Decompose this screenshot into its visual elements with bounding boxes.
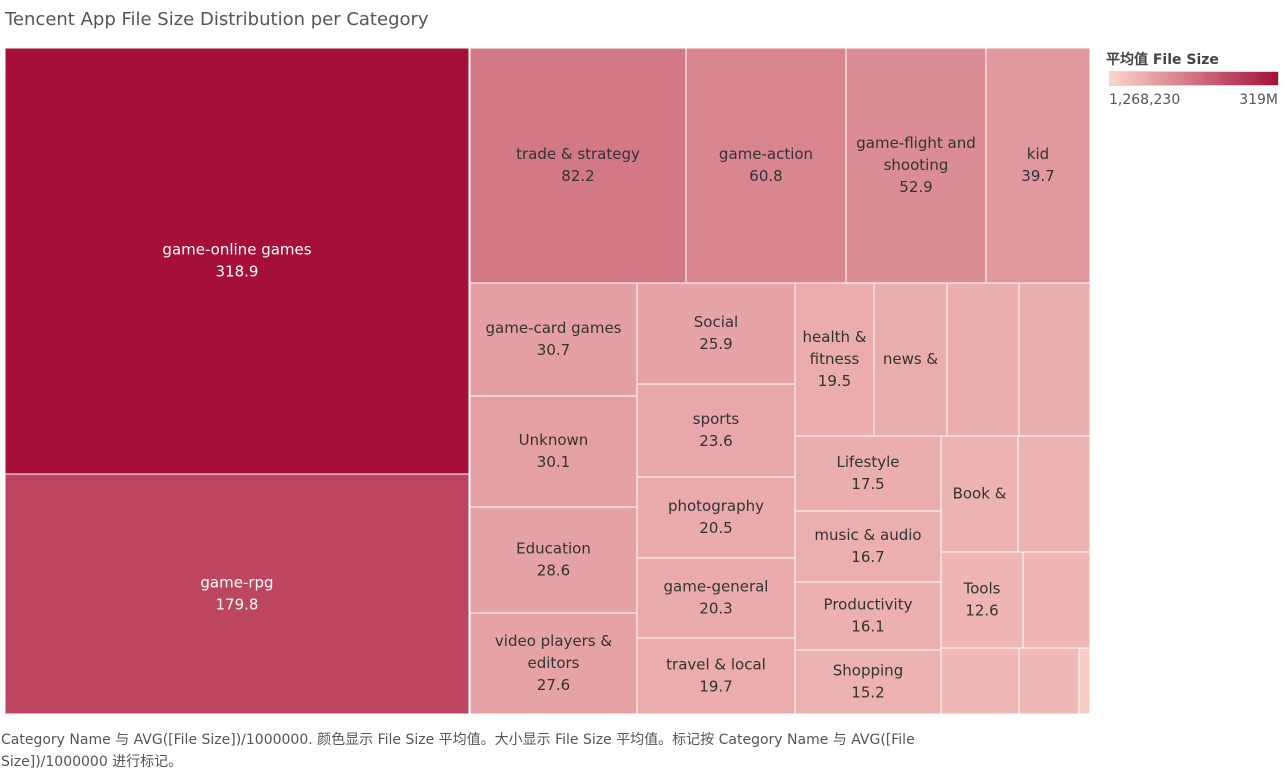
- treemap-tile-label-game-card-games: game-card games: [486, 319, 622, 337]
- treemap-tile-game-rpg[interactable]: [4, 473, 470, 715]
- treemap-tile-label-game-flight-and-shooting: game-flight and: [856, 134, 975, 152]
- treemap-tile-value-tools: 12.6: [965, 602, 998, 620]
- treemap-tile-book[interactable]: [940, 435, 1019, 553]
- treemap-tile-value-game-general: 20.3: [699, 600, 732, 618]
- treemap-tile-game-card-games[interactable]: [469, 282, 638, 397]
- treemap-tile-value-productivity: 16.1: [851, 618, 884, 636]
- treemap-tile-music-audio[interactable]: [794, 510, 942, 583]
- treemap-tile-value-education: 28.6: [537, 562, 570, 580]
- treemap-tile-unlabeled-28[interactable]: [1018, 647, 1080, 715]
- treemap-tile-lifestyle[interactable]: [794, 435, 942, 512]
- treemap-tile-value-lifestyle: 17.5: [851, 475, 884, 493]
- treemap-tile-game-general[interactable]: [636, 557, 796, 639]
- treemap-tile-label-social: Social: [694, 313, 738, 331]
- treemap-tile-trade-strategy[interactable]: [469, 47, 687, 284]
- treemap-tile-news[interactable]: [873, 282, 948, 437]
- treemap-tile-value-unknown: 30.1: [537, 453, 570, 471]
- treemap-tile-unlabeled-29[interactable]: [1078, 647, 1091, 715]
- chart-title: Tencent App File Size Distribution per C…: [5, 9, 429, 30]
- treemap-tile-label-tools: Tools: [963, 580, 1001, 598]
- treemap-tile-unknown[interactable]: [469, 395, 638, 508]
- treemap-tile-value-photography: 20.5: [699, 519, 732, 537]
- treemap-tile-social[interactable]: [636, 282, 796, 385]
- treemap-tile-label-photography: photography: [668, 497, 764, 515]
- treemap-tile-game-online-games[interactable]: [4, 47, 470, 475]
- treemap-tile-unlabeled-24[interactable]: [1017, 435, 1091, 553]
- treemap-tile-travel-local[interactable]: [636, 637, 796, 715]
- treemap-tile-sports[interactable]: [636, 383, 796, 478]
- treemap-tile-label-game-online-games: game-online games: [162, 241, 311, 259]
- treemap-tile-label-news: news &: [883, 350, 939, 368]
- treemap-tile-label-game-general: game-general: [664, 578, 769, 596]
- legend-title: 平均值 File Size: [1106, 52, 1219, 68]
- treemap-tile-value-game-rpg: 179.8: [216, 596, 259, 614]
- treemap-tile-unlabeled-27[interactable]: [940, 647, 1020, 715]
- treemap-tile-label-sports: sports: [693, 410, 740, 428]
- treemap-tile-productivity[interactable]: [794, 581, 942, 651]
- treemap-tile-value-game-action: 60.8: [749, 167, 782, 185]
- legend-max-label: 319M: [1239, 92, 1278, 108]
- treemap-tile-value-travel-local: 19.7: [699, 678, 732, 696]
- treemap-tile-value-music-audio: 16.7: [851, 548, 884, 566]
- treemap-tile-photography[interactable]: [636, 476, 796, 559]
- treemap-tile-unlabeled-26[interactable]: [1022, 551, 1091, 649]
- treemap-tile-label-shopping: Shopping: [833, 662, 903, 680]
- legend-min-label: 1,268,230: [1109, 92, 1181, 108]
- treemap-tile-value-trade-strategy: 82.2: [561, 167, 594, 185]
- treemap-tile-label-video-players-editors: video players &: [495, 632, 612, 650]
- treemap-tile-label-video-players-editors: editors: [528, 654, 580, 672]
- treemap-tile-value-game-card-games: 30.7: [537, 341, 570, 359]
- treemap-tile-video-players-editors[interactable]: [469, 612, 638, 715]
- treemap-tile-value-game-flight-and-shooting: 52.9: [899, 178, 932, 196]
- treemap-tile-label-music-audio: music & audio: [814, 526, 921, 544]
- treemap-tile-kid[interactable]: [985, 47, 1091, 284]
- treemap-tile-value-health-fitness: 19.5: [818, 372, 851, 390]
- treemap-tile-value-game-online-games: 318.9: [216, 263, 259, 281]
- legend-color-gradient: [1109, 71, 1279, 86]
- treemap-tile-label-travel-local: travel & local: [666, 656, 766, 674]
- treemap-tile-value-shopping: 15.2: [851, 684, 884, 702]
- treemap-tile-shopping[interactable]: [794, 649, 942, 715]
- treemap-tile-label-game-action: game-action: [719, 145, 813, 163]
- treemap-tile-value-social: 25.9: [699, 335, 732, 353]
- treemap-tile-label-lifestyle: Lifestyle: [836, 453, 899, 471]
- treemap-tile-label-game-flight-and-shooting: shooting: [884, 156, 949, 174]
- treemap-tile-tools[interactable]: [940, 551, 1024, 649]
- treemap-tile-value-sports: 23.6: [699, 432, 732, 450]
- treemap-tile-label-health-fitness: fitness: [810, 350, 860, 368]
- treemap-tile-label-health-fitness: health &: [803, 328, 867, 346]
- treemap-tile-value-kid: 39.7: [1021, 167, 1054, 185]
- treemap-tile-label-education: Education: [516, 540, 591, 558]
- treemap-tile-label-book: Book &: [953, 485, 1007, 503]
- treemap-tile-education[interactable]: [469, 506, 638, 614]
- treemap-tile-unlabeled-18[interactable]: [1018, 282, 1091, 437]
- chart-footnote: Category Name 与 AVG([File Size])/1000000…: [1, 732, 915, 770]
- treemap-tile-value-video-players-editors: 27.6: [537, 676, 570, 694]
- treemap-tile-label-unknown: Unknown: [519, 431, 589, 449]
- treemap-tile-label-kid: kid: [1027, 145, 1049, 163]
- treemap-tile-label-productivity: Productivity: [824, 596, 913, 614]
- treemap-tile-label-trade-strategy: trade & strategy: [516, 145, 640, 163]
- treemap-tile-game-action[interactable]: [685, 47, 847, 284]
- treemap-tile-unlabeled-17[interactable]: [946, 282, 1020, 437]
- treemap-tile-label-game-rpg: game-rpg: [200, 574, 273, 592]
